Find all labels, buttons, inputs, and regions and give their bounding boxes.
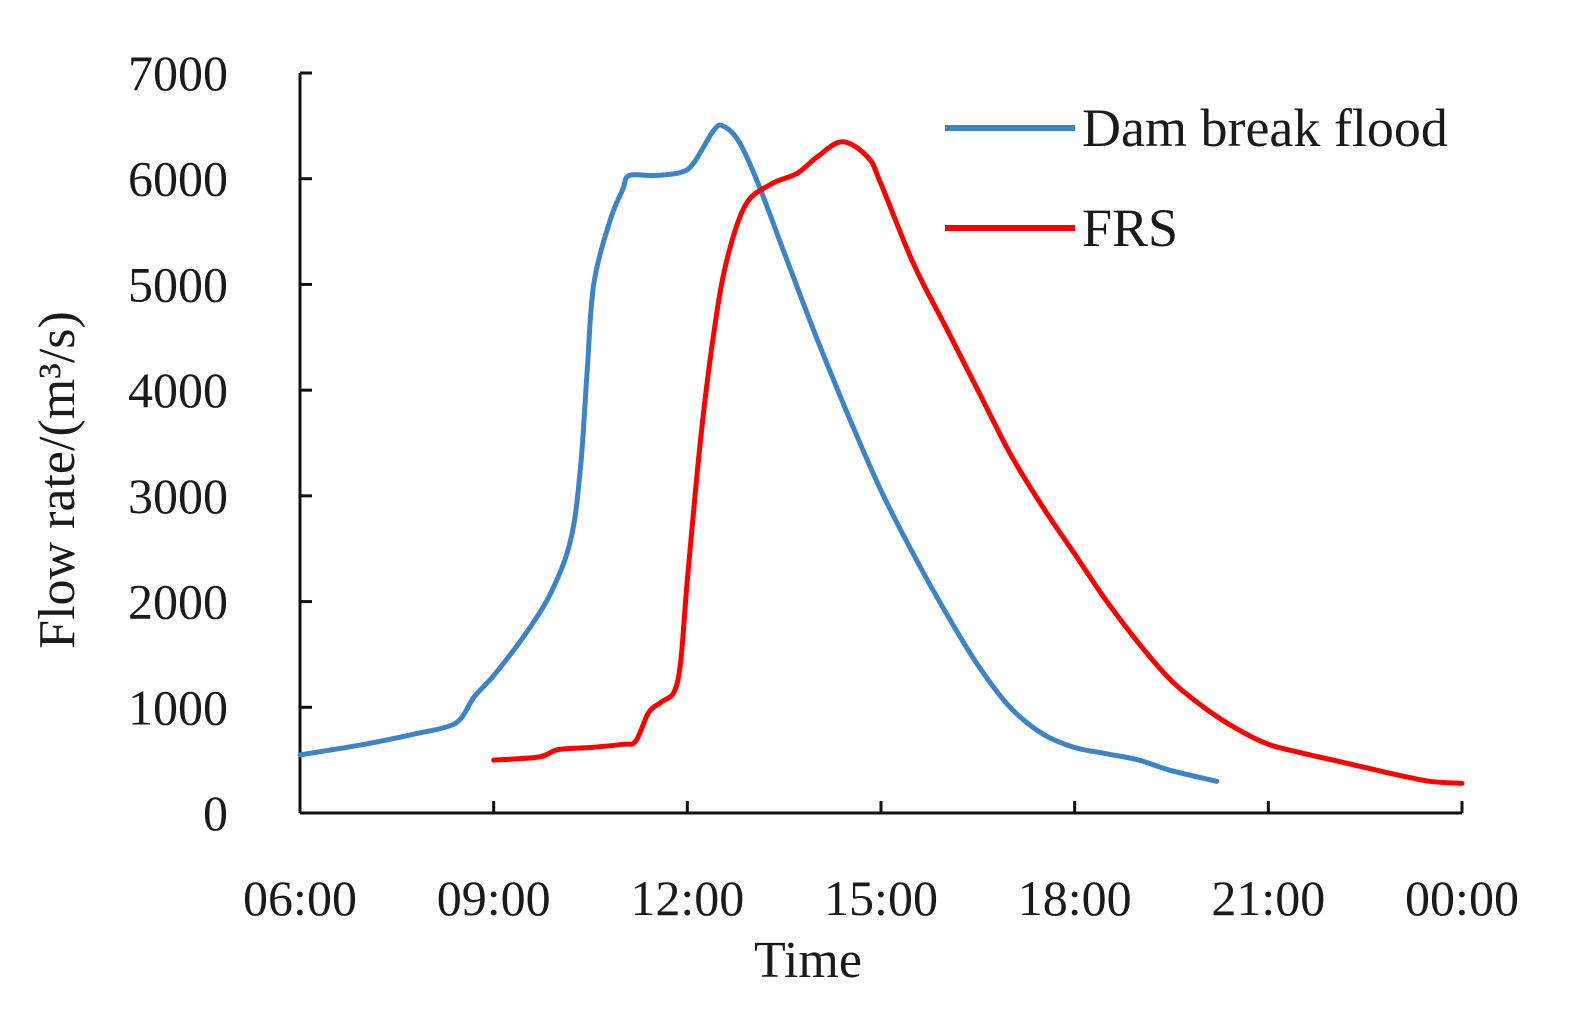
y-tick-label: 2000: [128, 574, 228, 630]
y-tick-label: 1000: [128, 679, 228, 735]
legend: Dam break flood FRS: [945, 98, 1448, 258]
y-tick-label: 3000: [128, 468, 228, 524]
y-tick-label: 6000: [128, 151, 228, 207]
y-tick-label: 0: [203, 785, 228, 841]
x-axis-title: Time: [754, 932, 862, 989]
x-tick-label: 12:00: [630, 870, 744, 926]
x-tick-label: 06:00: [243, 870, 357, 926]
y-axis-ticks: 0 1000 2000 3000 4000 5000 6000 7000: [128, 45, 312, 841]
y-tick-label: 4000: [128, 362, 228, 418]
x-axis-ticks: 06:00 09:00 12:00 15:00 18:00 21:00 00:00: [243, 801, 1519, 926]
y-axis-title: Flow rate/(m³/s): [29, 311, 86, 649]
legend-label-2: FRS: [1082, 198, 1178, 258]
series-line-1: [297, 122, 1220, 784]
series-layer: [297, 122, 1465, 786]
x-tick-label: 09:00: [437, 870, 551, 926]
y-tick-label: 7000: [128, 45, 228, 101]
x-tick-label: 18:00: [1018, 870, 1132, 926]
legend-label-1: Dam break flood: [1082, 98, 1448, 158]
x-tick-label: 21:00: [1211, 870, 1325, 926]
x-tick-label: 15:00: [824, 870, 938, 926]
y-tick-label: 5000: [128, 256, 228, 312]
series-line-2: [491, 139, 1465, 786]
x-tick-label: 00:00: [1405, 870, 1519, 926]
